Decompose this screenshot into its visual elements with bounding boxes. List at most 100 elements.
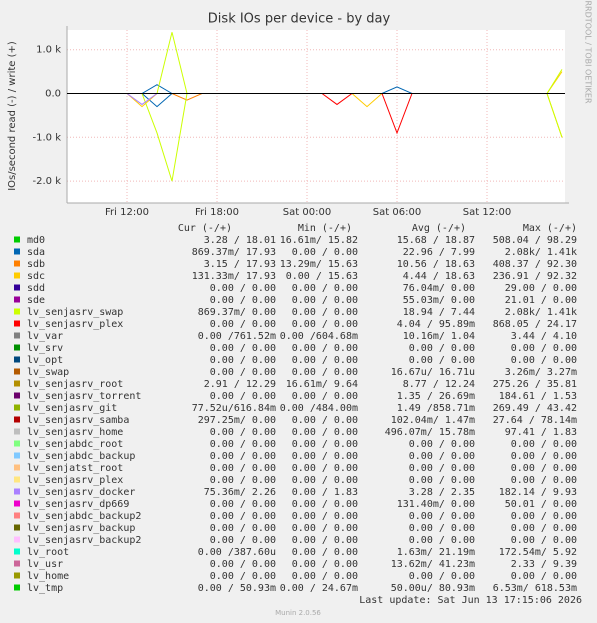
legend-value: 131.40m/ 0.00 [397, 499, 475, 510]
legend-label: lv_root [27, 547, 69, 558]
legend-value: 4.44 / 18.63 [403, 271, 475, 282]
chart-title: Disk IOs per device - by day [208, 12, 391, 27]
legend-value: 0.00 / 0.00 [409, 475, 475, 486]
legend-value: 0.00 / 0.00 [292, 427, 358, 438]
legend-swatch [14, 380, 20, 387]
legend-value: 1.49 /858.71m [397, 403, 475, 414]
x-tick-label: Fri 18:00 [195, 207, 239, 218]
legend-swatch [14, 452, 20, 459]
legend-swatch [14, 500, 20, 507]
legend-value: 236.91 / 92.32 [493, 271, 577, 282]
legend-label: lv_senjasrv_samba [27, 415, 129, 426]
legend-value: 50.00u/ 80.93m [391, 583, 475, 594]
legend-swatch [14, 416, 20, 423]
legend-value: 8.77 / 12.24 [403, 379, 475, 390]
legend-value: 408.37 / 92.30 [493, 259, 577, 270]
legend-value: 0.00 /484.00m [280, 403, 358, 414]
legend-value: 0.00 / 0.00 [292, 415, 358, 426]
legend-value: 0.00 / 1.83 [292, 487, 358, 498]
legend-label: sde [27, 295, 45, 306]
legend-swatch [14, 464, 20, 471]
legend-label: lv_senjabdc_backup2 [27, 511, 141, 522]
y-tick-label: -2.0 k [33, 176, 62, 187]
legend-value: 0.00 / 0.00 [292, 283, 358, 294]
legend-value: 77.52u/616.84m [192, 403, 276, 414]
legend-value: 496.07m/ 15.78m [385, 427, 475, 438]
legend-value: 0.00 / 0.00 [292, 451, 358, 462]
legend-value: 0.00 / 0.00 [409, 535, 475, 546]
legend-label: lv_senjasrv_plex [27, 475, 123, 486]
legend-value: 0.00 / 0.00 [409, 463, 475, 474]
legend-value: 0.00 / 0.00 [511, 355, 577, 366]
legend-value: 10.16m/ 1.04 [403, 331, 475, 342]
legend-value: 0.00 / 50.93m [198, 583, 276, 594]
legend-swatch [14, 272, 20, 279]
legend-value: 868.05 / 24.17 [493, 319, 577, 330]
legend-label: lv_senjasrv_plex [27, 319, 123, 330]
legend: Cur (-/+) Min (-/+) Avg (-/+) Max (-/+) md0 3… [14, 223, 577, 594]
legend-value: 0.00 / 0.00 [292, 475, 358, 486]
legend-value: 0.00 / 0.00 [210, 319, 276, 330]
legend-value: 50.01 / 0.00 [505, 499, 577, 510]
legend-value: 22.96 / 7.99 [403, 247, 475, 258]
legend-value: 275.26 / 35.81 [493, 379, 577, 390]
legend-value: 0.00 / 0.00 [210, 343, 276, 354]
legend-label: sdc [27, 271, 45, 282]
y-tick-label: 0.0 [45, 89, 61, 100]
legend-value: 0.00 / 0.00 [210, 391, 276, 402]
legend-swatch [14, 548, 20, 555]
legend-value: 172.54m/ 5.92 [499, 547, 577, 558]
legend-value: 0.00 / 0.00 [292, 307, 358, 318]
legend-value: 0.00 / 0.00 [292, 247, 358, 258]
legend-value: 0.00 / 0.00 [210, 427, 276, 438]
legend-value: 0.00 / 0.00 [210, 439, 276, 450]
legend-value: 0.00 /387.60u [198, 547, 276, 558]
legend-value: 102.04m/ 1.47m [391, 415, 475, 426]
legend-value: 0.00 / 0.00 [409, 571, 475, 582]
legend-value: 13.62m/ 41.23m [391, 559, 475, 570]
y-axis-label: IOs/second read (-) / write (+) [7, 41, 18, 191]
column-header: Cur (-/+) [178, 223, 232, 234]
legend-value: 10.56 / 18.63 [397, 259, 475, 270]
legend-value: 182.14 / 9.93 [499, 487, 577, 498]
legend-swatch [14, 368, 20, 375]
legend-value: 0.00 / 0.00 [292, 391, 358, 402]
legend-swatch [14, 476, 20, 483]
legend-value: 1.63m/ 21.19m [397, 547, 475, 558]
legend-swatch [14, 344, 20, 351]
legend-value: 16.67u/ 16.71u [391, 367, 475, 378]
legend-value: 16.61m/ 9.64 [286, 379, 358, 390]
legend-value: 0.00 / 0.00 [292, 571, 358, 582]
legend-value: 0.00 / 0.00 [292, 367, 358, 378]
legend-value: 0.00 / 0.00 [210, 283, 276, 294]
legend-label: lv_senjatst_root [27, 463, 123, 474]
legend-value: 13.29m/ 15.63 [280, 259, 358, 270]
legend-label: lv_swap [27, 367, 69, 378]
legend-value: 0.00 / 0.00 [409, 439, 475, 450]
legend-value: 0.00 / 0.00 [210, 535, 276, 546]
legend-value: 0.00 / 0.00 [511, 439, 577, 450]
legend-value: 0.00 / 0.00 [210, 451, 276, 462]
legend-value: 0.00 / 0.00 [210, 559, 276, 570]
legend-label: sdd [27, 283, 45, 294]
legend-swatch [14, 332, 20, 339]
legend-value: 2.08k/ 1.41k [505, 307, 577, 318]
legend-value: 0.00 / 0.00 [511, 511, 577, 522]
legend-swatch [14, 440, 20, 447]
legend-label: lv_senjasrv_git [27, 403, 117, 414]
legend-label: lv_senjasrv_backup2 [27, 535, 141, 546]
legend-value: 869.37m/ 0.00 [198, 307, 276, 318]
legend-value: 0.00 / 0.00 [210, 295, 276, 306]
x-tick-label: Fri 12:00 [105, 207, 149, 218]
legend-value: 0.00 / 0.00 [511, 523, 577, 534]
legend-label: lv_senjasrv_home [27, 427, 123, 438]
legend-value: 0.00 / 0.00 [210, 355, 276, 366]
legend-value: 0.00 / 0.00 [292, 439, 358, 450]
legend-value: 76.04m/ 0.00 [403, 283, 475, 294]
legend-value: 0.00 / 0.00 [292, 355, 358, 366]
legend-value: 0.00 / 0.00 [210, 511, 276, 522]
legend-label: lv_var [27, 331, 63, 342]
legend-label: lv_tmp [27, 583, 63, 594]
legend-value: 0.00 / 0.00 [292, 295, 358, 306]
legend-value: 0.00 / 0.00 [292, 511, 358, 522]
